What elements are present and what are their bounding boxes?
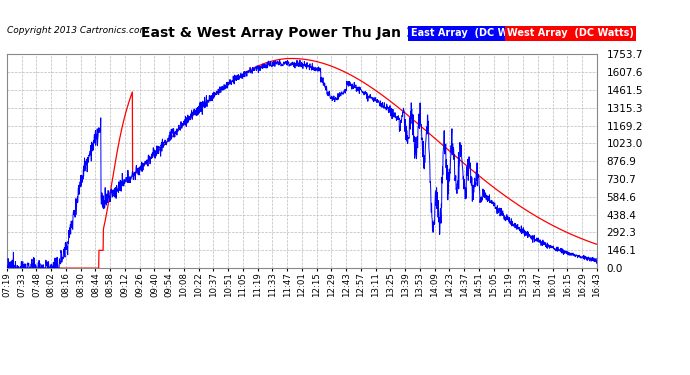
Text: Copyright 2013 Cartronics.com: Copyright 2013 Cartronics.com xyxy=(7,26,148,35)
Text: East & West Array Power Thu Jan 17  16:55: East & West Array Power Thu Jan 17 16:55 xyxy=(141,26,480,40)
Text: East Array  (DC Watts): East Array (DC Watts) xyxy=(411,28,533,38)
Text: West Array  (DC Watts): West Array (DC Watts) xyxy=(507,28,634,38)
